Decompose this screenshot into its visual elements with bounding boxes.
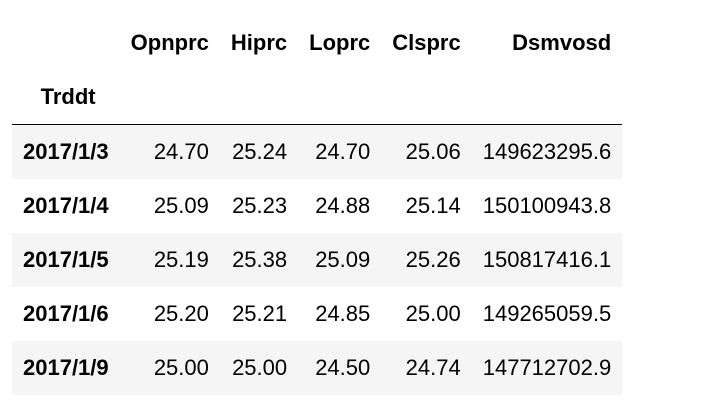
column-header-clsprc: Clsprc bbox=[392, 30, 461, 55]
cell-clsprc: 25.06 bbox=[405, 139, 461, 164]
cell-dsmvosd: 149265059.5 bbox=[482, 301, 612, 326]
cell-clsprc: 25.00 bbox=[405, 301, 461, 326]
table-row: 2017/1/3 24.70 25.24 24.70 25.06 1496232… bbox=[12, 124, 623, 179]
cell-clsprc: 25.26 bbox=[405, 247, 461, 272]
cell-loprc: 25.09 bbox=[315, 247, 371, 272]
column-header-hiprc: Hiprc bbox=[230, 30, 288, 55]
cell-loprc: 24.50 bbox=[315, 355, 371, 380]
column-header-opnprc: Opnprc bbox=[130, 30, 209, 55]
cell-dsmvosd: 149623295.6 bbox=[482, 139, 612, 164]
cell-dsmvosd: 147712702.9 bbox=[482, 355, 612, 380]
cell-hiprc: 25.00 bbox=[232, 355, 288, 380]
table-row: 2017/1/6 25.20 25.21 24.85 25.00 1492650… bbox=[12, 287, 623, 341]
cell-hiprc: 25.23 bbox=[232, 193, 288, 218]
cell-clsprc: 25.14 bbox=[405, 193, 461, 218]
cell-hiprc: 25.21 bbox=[232, 301, 288, 326]
column-header-dsmvosd: Dsmvosd bbox=[512, 30, 612, 55]
cell-loprc: 24.70 bbox=[315, 139, 371, 164]
cell-hiprc: 25.38 bbox=[232, 247, 288, 272]
index-name: Trddt bbox=[40, 84, 96, 109]
cell-loprc: 24.88 bbox=[315, 193, 371, 218]
row-index: 2017/1/5 bbox=[23, 247, 109, 272]
cell-opnprc: 25.19 bbox=[153, 247, 209, 272]
cell-loprc: 24.85 bbox=[315, 301, 371, 326]
cell-clsprc: 24.74 bbox=[405, 355, 461, 380]
row-index: 2017/1/6 bbox=[23, 301, 109, 326]
cell-dsmvosd: 150817416.1 bbox=[482, 247, 612, 272]
row-index: 2017/1/9 bbox=[23, 355, 109, 380]
cell-opnprc: 25.09 bbox=[153, 193, 209, 218]
cell-hiprc: 25.24 bbox=[232, 139, 288, 164]
index-name-row: Trddt bbox=[12, 70, 623, 125]
cell-dsmvosd: 150100943.8 bbox=[482, 193, 612, 218]
table-row: 2017/1/9 25.00 25.00 24.50 24.74 1477127… bbox=[12, 341, 623, 395]
cell-opnprc: 24.70 bbox=[153, 139, 209, 164]
header-corner bbox=[12, 16, 120, 70]
column-header-row: Opnprc Hiprc Loprc Clsprc Dsmvosd bbox=[12, 16, 622, 70]
row-index: 2017/1/4 bbox=[23, 193, 109, 218]
dataframe-table: Opnprc Hiprc Loprc Clsprc Dsmvosd Trddt … bbox=[12, 16, 623, 395]
table-row: 2017/1/4 25.09 25.23 24.88 25.14 1501009… bbox=[12, 179, 623, 233]
cell-opnprc: 25.20 bbox=[153, 301, 209, 326]
row-index: 2017/1/3 bbox=[23, 139, 109, 164]
table-row: 2017/1/5 25.19 25.38 25.09 25.26 1508174… bbox=[12, 233, 623, 287]
cell-opnprc: 25.00 bbox=[153, 355, 209, 380]
column-header-loprc: Loprc bbox=[309, 30, 371, 55]
